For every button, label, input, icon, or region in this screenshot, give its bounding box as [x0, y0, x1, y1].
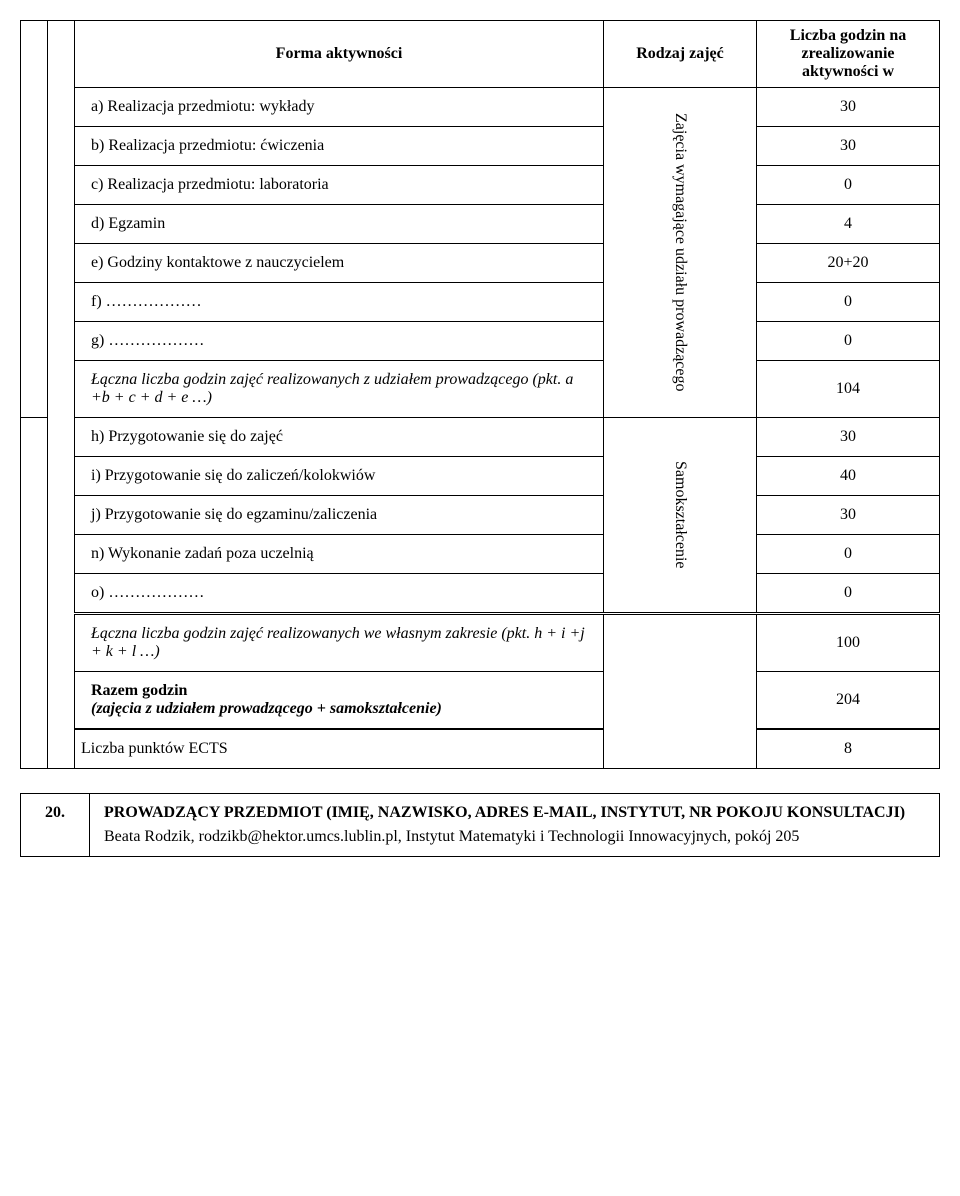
- row-n-val: 0: [757, 535, 940, 574]
- row-a-label: a) Realizacja przedmiotu: wykłady: [75, 88, 604, 127]
- row-d-val: 4: [757, 205, 940, 244]
- header-activity: Forma aktywności: [75, 21, 604, 88]
- section-20-body: Beata Rodzik, rodzikb@hektor.umcs.lublin…: [104, 828, 925, 846]
- type-self-label: Samokształcenie: [604, 418, 757, 614]
- row-o-val: 0: [757, 574, 940, 614]
- section-20-title: PROWADZĄCY PRZEDMIOT (IMIĘ, NAZWISKO, AD…: [104, 804, 925, 822]
- row-f-label: f) ………………: [75, 283, 604, 322]
- header-hours: Liczba godzin na zrealizowanie aktywnośc…: [757, 21, 940, 88]
- row-ects-val: 8: [757, 729, 940, 769]
- section-20-num: 20.: [21, 794, 90, 857]
- row-d-label: d) Egzamin: [75, 205, 604, 244]
- row-sum1-val: 104: [757, 361, 940, 418]
- row-g-label: g) ………………: [75, 322, 604, 361]
- row-h-val: 30: [757, 418, 940, 457]
- activity-hours-table: Forma aktywności Rodzaj zajęć Liczba god…: [20, 20, 940, 769]
- row-j-val: 30: [757, 496, 940, 535]
- row-b-label: b) Realizacja przedmiotu: ćwiczenia: [75, 127, 604, 166]
- row-total-val: 204: [757, 672, 940, 730]
- row-sum2-val: 100: [757, 614, 940, 672]
- row-sum2-label: Łączna liczba godzin zajęć realizowanych…: [75, 614, 604, 672]
- row-total-label1: Razem godzin: [91, 682, 187, 699]
- row-ects-label: Liczba punktów ECTS: [75, 729, 604, 769]
- row-c-val: 0: [757, 166, 940, 205]
- row-i-label: i) Przygotowanie się do zaliczeń/kolokwi…: [75, 457, 604, 496]
- row-n-label: n) Wykonanie zadań poza uczelnią: [75, 535, 604, 574]
- row-b-val: 30: [757, 127, 940, 166]
- row-e-label: e) Godziny kontaktowe z nauczycielem: [75, 244, 604, 283]
- row-h-label: h) Przygotowanie się do zajęć: [75, 418, 604, 457]
- row-total-label2: (zajęcia z udziałem prowadzącego + samok…: [91, 700, 442, 717]
- row-sum1-label: Łączna liczba godzin zajęć realizowanych…: [75, 361, 604, 418]
- section-20-table: 20. PROWADZĄCY PRZEDMIOT (IMIĘ, NAZWISKO…: [20, 793, 940, 857]
- row-c-label: c) Realizacja przedmiotu: laboratoria: [75, 166, 604, 205]
- row-g-val: 0: [757, 322, 940, 361]
- row-i-val: 40: [757, 457, 940, 496]
- header-type: Rodzaj zajęć: [604, 21, 757, 88]
- row-o-label: o) ………………: [75, 574, 604, 614]
- row-j-label: j) Przygotowanie się do egzaminu/zalicze…: [75, 496, 604, 535]
- row-e-val: 20+20: [757, 244, 940, 283]
- row-a-val: 30: [757, 88, 940, 127]
- type-supervised-label: Zajęcia wymagające udziału prowadzącego: [604, 88, 757, 418]
- row-f-val: 0: [757, 283, 940, 322]
